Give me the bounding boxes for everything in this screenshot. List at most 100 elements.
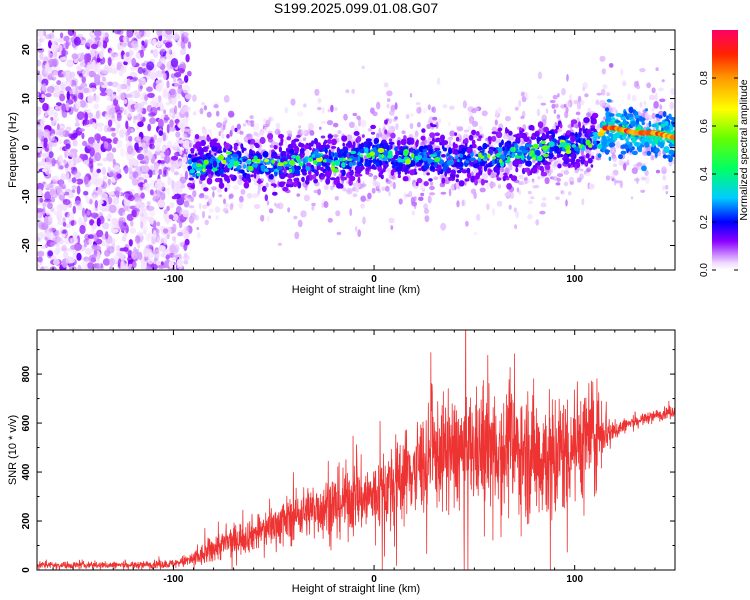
heat-cell (537, 155, 543, 162)
heat-cell (669, 102, 675, 110)
heat-cell (337, 130, 342, 135)
heat-cell (419, 184, 426, 191)
heat-cell (183, 200, 190, 208)
heat-cell (648, 138, 653, 144)
heat-cell (346, 140, 353, 148)
heat-cell (382, 150, 389, 156)
heat-cell (630, 196, 634, 200)
heat-cell (622, 135, 627, 140)
heat-cell (372, 147, 377, 153)
heat-cell (602, 138, 608, 145)
heat-cell (113, 30, 122, 35)
heat-cell (670, 117, 675, 121)
heat-cell (231, 153, 239, 158)
heat-cell (586, 167, 592, 173)
heat-cell (635, 114, 639, 120)
heat-cell (177, 139, 185, 144)
heat-cell (479, 187, 486, 193)
heat-cell (88, 238, 93, 246)
heat-cell (71, 185, 78, 190)
heat-cell (53, 235, 62, 243)
heat-cell (280, 137, 284, 144)
heat-cell (50, 196, 56, 203)
heat-cell (37, 188, 43, 198)
heat-cell (411, 152, 415, 159)
heat-cell (177, 100, 182, 109)
heat-cell (105, 111, 110, 116)
heat-cell (358, 120, 362, 127)
heat-cell (43, 141, 48, 149)
heat-cell (434, 157, 441, 163)
heat-cell (473, 163, 480, 169)
heat-cell (286, 130, 293, 135)
heat-cell (496, 177, 502, 181)
heat-cell (70, 244, 77, 250)
heat-cell (504, 116, 512, 122)
heat-cell (202, 126, 205, 130)
heat-cell (461, 199, 467, 208)
heat-cell (121, 235, 127, 242)
heat-cell (591, 112, 599, 119)
heat-cell (270, 167, 275, 173)
heat-cell (346, 158, 353, 162)
heat-cell (523, 167, 531, 173)
heat-cell (137, 231, 144, 237)
heat-cell (157, 199, 166, 208)
heat-cell (48, 151, 54, 159)
heat-cell (644, 108, 649, 112)
heat-cell (563, 159, 569, 165)
heat-cell (388, 190, 391, 197)
heat-cell (109, 222, 115, 227)
colorbar-gradient (712, 30, 738, 270)
heat-cell (237, 178, 243, 186)
heat-cell (132, 171, 139, 179)
heat-cell (631, 136, 637, 144)
heat-cell (242, 123, 247, 127)
heat-cell (137, 146, 144, 151)
heat-cell (294, 169, 301, 175)
heat-cell (575, 111, 581, 116)
heat-cell (71, 177, 77, 184)
heat-cell (140, 49, 144, 58)
heat-cell (232, 185, 239, 191)
heat-cell (426, 172, 430, 176)
heat-cell (209, 164, 213, 170)
heat-cell (105, 215, 112, 220)
heat-cell (184, 170, 188, 180)
heat-cell (280, 150, 287, 158)
heat-cell (476, 213, 481, 221)
heat-cell (199, 173, 206, 180)
heat-cell (206, 177, 213, 185)
heat-cell (397, 170, 401, 176)
heat-cell (540, 140, 547, 144)
heat-cell (90, 212, 99, 218)
heat-cell (263, 126, 268, 133)
heat-cell (109, 107, 116, 115)
heat-cell (356, 115, 361, 121)
heat-cell (100, 192, 108, 200)
heat-cell (55, 44, 63, 52)
heat-cell (126, 126, 131, 136)
heat-cell (590, 164, 594, 168)
heat-cell (201, 210, 206, 219)
heat-cell (136, 113, 143, 122)
heat-cell (389, 110, 395, 116)
heat-cell (52, 70, 59, 81)
heat-cell (349, 208, 353, 217)
heat-cell (386, 103, 390, 109)
heat-cell (172, 188, 179, 194)
heat-cell (134, 235, 141, 244)
heat-cell (94, 36, 101, 41)
heat-cell (134, 102, 142, 111)
heat-cell (620, 116, 626, 120)
heat-cell (314, 154, 320, 158)
heat-cell (499, 159, 503, 164)
heat-cell (650, 135, 653, 140)
heat-cell (157, 159, 162, 164)
heat-cell (599, 55, 606, 62)
heat-cell (184, 93, 192, 100)
heat-cell (497, 127, 503, 132)
heat-cell (265, 182, 269, 188)
heat-cell (207, 198, 213, 206)
heat-cell (538, 121, 543, 127)
